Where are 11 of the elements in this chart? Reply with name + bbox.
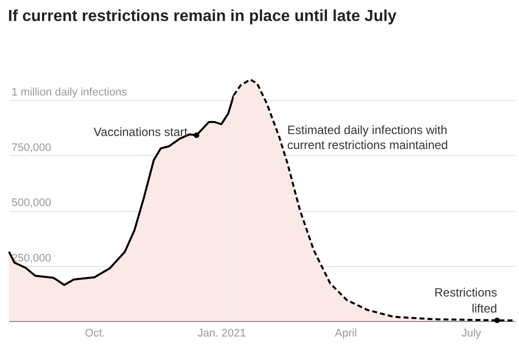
chart-title: If current restrictions remain in place until late July <box>7 7 398 27</box>
x-tick-label: Jan. 2021 <box>198 328 246 340</box>
y-tick-label: 750,000 <box>12 142 52 154</box>
annotation: Restrictions lifted <box>434 285 498 316</box>
y-tick-label: 500,000 <box>12 197 52 210</box>
y-tick-label: 1 million daily infections <box>12 86 128 99</box>
series-label: Estimated daily infections with current restrictions maintained <box>287 122 448 152</box>
x-tick-label: April <box>334 328 357 340</box>
x-tick-label: Oct. <box>84 328 106 340</box>
x-tick-label: July <box>462 328 482 340</box>
annotation: Vaccinations start <box>94 125 188 140</box>
